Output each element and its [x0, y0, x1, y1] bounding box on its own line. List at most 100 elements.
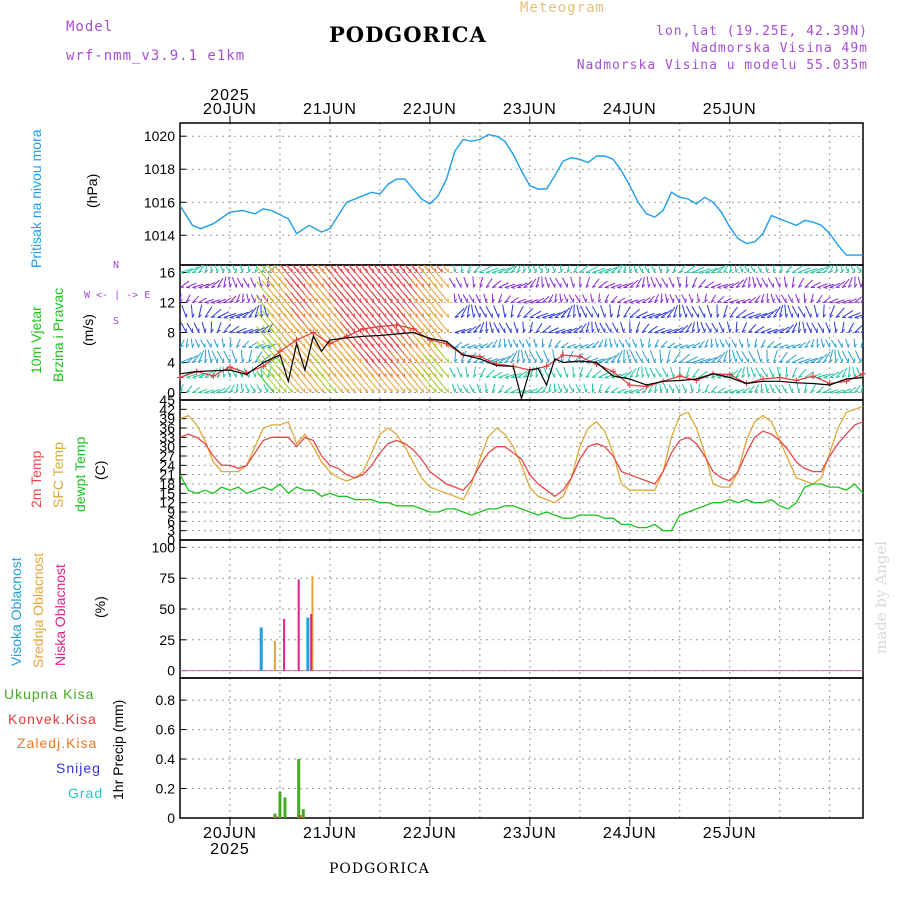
wind-arrow-head	[504, 360, 509, 363]
wind-arrow	[423, 278, 443, 303]
wind-arrow	[429, 279, 450, 303]
wind-arrow	[535, 312, 549, 318]
wind-arrow-head	[741, 284, 746, 288]
wind-arrow	[423, 353, 443, 378]
wind-arrow-head	[485, 285, 490, 288]
wind-arrow	[741, 366, 745, 378]
wind-arrow-head	[760, 358, 763, 363]
wind-arrow	[816, 353, 828, 363]
wind-arrow-head	[585, 375, 590, 378]
wind-arrow	[775, 294, 781, 303]
wind-arrow	[756, 349, 762, 363]
wind-arrow	[696, 293, 699, 303]
wind-arrow-head	[835, 392, 840, 394]
wind-arrow-head	[773, 315, 778, 318]
wind-arrow	[804, 340, 811, 348]
wind-arrow-head	[698, 272, 703, 274]
wind-arrow-head	[698, 388, 702, 393]
wind-arrow-head	[610, 377, 616, 379]
wind-arrow-head	[529, 329, 533, 333]
wind-arrow	[585, 266, 598, 273]
wind-arrow	[668, 384, 674, 393]
wind-arrow-head	[835, 315, 840, 318]
wind-arrow	[623, 370, 633, 378]
temperature-y-tick-label: 30	[159, 439, 175, 455]
wind-arrow	[823, 351, 831, 363]
wind-arrow	[507, 338, 512, 348]
wind-arrow	[503, 338, 506, 348]
wind-arrow-head	[466, 373, 470, 378]
wind-arrow-head	[848, 284, 852, 288]
wind-arrow	[785, 366, 788, 378]
wind-arrow-head	[566, 314, 571, 318]
wind-arrow	[641, 276, 645, 288]
wind-arrow	[841, 388, 851, 393]
wind-y-tick-label: 8	[167, 325, 175, 341]
wind-arrow	[585, 342, 595, 348]
wind-arrow	[716, 265, 727, 273]
wind-arrow	[460, 305, 468, 318]
wind-arrow-head	[535, 391, 541, 393]
wind-arrow-head	[648, 343, 652, 348]
wind-arrow	[691, 342, 701, 348]
wind-arrow-head	[754, 344, 758, 348]
wind-arrow	[654, 327, 666, 333]
wind-arrow-head	[409, 388, 412, 393]
wind-arrow-head	[810, 272, 815, 274]
wind-arrow-head	[467, 347, 472, 349]
wind-arrow	[213, 339, 218, 348]
wind-arrow-head	[229, 343, 233, 348]
wind-arrow	[760, 328, 772, 333]
wind-arrow-head	[704, 389, 709, 393]
wind-arrow	[250, 277, 256, 288]
wind-arrow-head	[192, 313, 195, 318]
wind-arrow-head	[629, 286, 634, 288]
wind-arrow-head	[610, 313, 614, 318]
wind-arrow	[502, 304, 506, 318]
wind-arrow-head	[860, 300, 863, 303]
wind-arrow-head	[473, 347, 478, 349]
wind-arrow	[661, 367, 668, 378]
wind-arrow	[254, 351, 263, 363]
wind-arrow-head	[666, 359, 671, 363]
wind-arrow-head	[579, 374, 583, 378]
wind-arrow-head	[629, 328, 633, 333]
wind-arrow	[642, 297, 651, 303]
wind-arrow	[390, 366, 412, 393]
wind-arrow-head	[629, 268, 633, 273]
wind-arrow-head	[447, 388, 450, 393]
wind-arrow	[847, 366, 851, 378]
wind-arrow	[192, 283, 204, 288]
wind-arrow	[810, 356, 823, 363]
wind-arrow	[774, 384, 781, 393]
wind-arrow	[429, 339, 450, 363]
wind-arrow	[748, 313, 762, 318]
wind-arrow-head	[554, 345, 559, 348]
wind-arrow	[810, 293, 814, 303]
wind-arrow	[835, 369, 844, 378]
wind-arrow	[554, 328, 566, 333]
wind-arrow	[654, 294, 659, 303]
wind-arrow	[691, 306, 699, 318]
wind-arrow	[698, 358, 712, 363]
wind-arrow-head	[698, 285, 703, 288]
wind-gust-marker	[210, 373, 217, 379]
wind-arrow	[198, 372, 209, 378]
wind-arrow	[180, 322, 187, 333]
wind-arrow	[604, 294, 610, 303]
wind-arrow	[248, 342, 257, 348]
wind-arrow-head	[804, 298, 807, 303]
wind-arrow	[717, 283, 728, 288]
wind-arrow-head	[591, 328, 595, 333]
wind-arrow	[673, 327, 684, 333]
wind-arrow	[554, 310, 567, 318]
wind-arrow	[735, 279, 745, 288]
wind-arrow	[485, 278, 493, 288]
wind-arrow-head	[541, 343, 545, 348]
wind-arrow	[754, 384, 759, 393]
wind-gust-marker	[626, 382, 633, 388]
wind-arrow	[180, 383, 184, 393]
wind-arrow	[554, 293, 557, 303]
wind-arrow-head	[797, 388, 801, 393]
